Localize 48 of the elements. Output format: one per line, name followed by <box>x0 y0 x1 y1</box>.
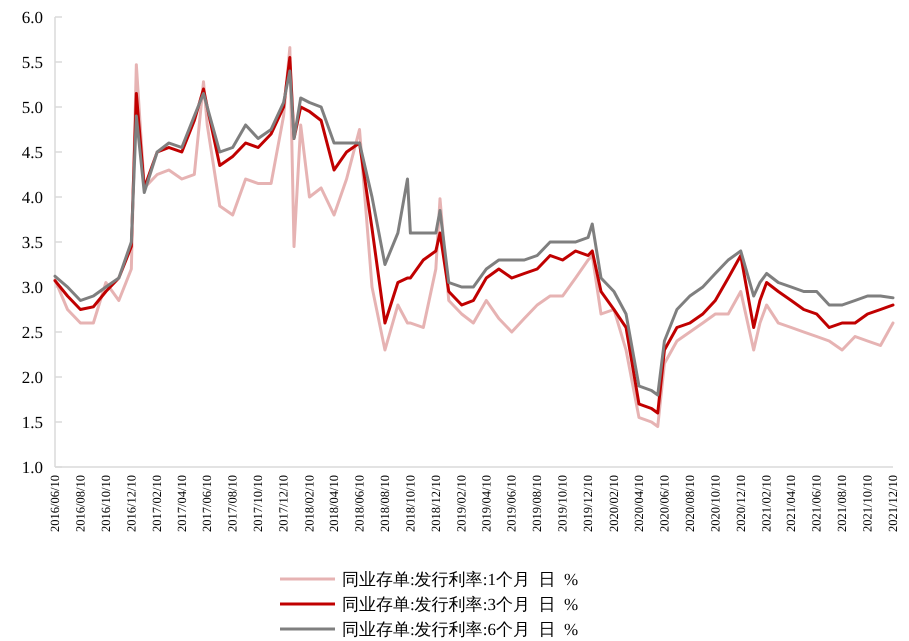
y-tick-label: 5.0 <box>22 98 43 117</box>
x-tick-label: 2020/04/10 <box>632 475 646 532</box>
x-tick-label: 2016/08/10 <box>73 475 88 532</box>
x-tick-label: 2019/06/10 <box>504 475 519 532</box>
x-tick-label: 2021/04/10 <box>784 475 798 532</box>
x-tick-label: 2017/04/10 <box>174 475 189 532</box>
x-tick-label: 2020/10/10 <box>708 475 722 532</box>
x-tick-label: 2016/12/10 <box>124 475 138 532</box>
x-tick-label: 2020/08/10 <box>682 475 697 532</box>
y-tick-label: 3.0 <box>22 278 43 297</box>
x-tick-label: 2020/12/10 <box>734 475 748 532</box>
y-tick-label: 1.0 <box>22 458 43 477</box>
y-tick-label: 5.5 <box>22 53 43 72</box>
y-tick-label: 4.0 <box>22 188 43 207</box>
x-tick-label: 2018/06/10 <box>352 475 366 532</box>
x-tick-label: 2021/02/10 <box>760 475 774 532</box>
x-tick-label: 2021/08/10 <box>835 475 850 532</box>
y-tick-label: 2.0 <box>22 368 43 387</box>
x-tick-label: 2019/02/10 <box>454 475 469 532</box>
x-tick-label: 2017/02/10 <box>150 475 164 532</box>
x-tick-label: 2019/08/10 <box>530 475 544 532</box>
x-tick-label: 2018/08/10 <box>378 475 392 532</box>
x-tick-label: 2020/02/10 <box>606 475 621 532</box>
x-tick-label: 2020/06/10 <box>657 475 672 532</box>
y-tick-label: 4.5 <box>22 143 43 162</box>
x-tick-label: 2016/10/10 <box>98 475 113 532</box>
x-tick-label: 2018/10/10 <box>403 475 418 532</box>
x-tick-label: 2017/08/10 <box>226 475 240 532</box>
x-tick-label: 2021/12/10 <box>886 475 900 532</box>
x-tick-label: 2017/12/10 <box>276 475 291 532</box>
x-tick-label: 2019/12/10 <box>581 475 596 532</box>
x-tick-label: 2016/06/10 <box>48 475 62 532</box>
y-tick-label: 1.5 <box>22 413 43 432</box>
legend-label: 同业存单:发行利率:3个月 日 % <box>342 595 578 614</box>
x-tick-label: 2018/02/10 <box>302 475 316 532</box>
x-tick-label: 2019/10/10 <box>556 475 570 532</box>
y-tick-label: 2.5 <box>22 323 43 342</box>
y-tick-label: 3.5 <box>22 233 43 252</box>
legend-label: 同业存单:发行利率:1个月 日 % <box>342 570 578 589</box>
x-tick-label: 2021/06/10 <box>810 475 824 532</box>
y-tick-label: 6.0 <box>22 8 43 27</box>
legend-label: 同业存单:发行利率:6个月 日 % <box>342 620 578 639</box>
x-tick-label: 2018/12/10 <box>428 475 443 532</box>
x-tick-label: 2017/10/10 <box>251 475 266 532</box>
x-tick-label: 2017/06/10 <box>200 475 214 532</box>
x-tick-label: 2019/04/10 <box>479 475 494 532</box>
x-tick-label: 2021/10/10 <box>860 475 875 532</box>
x-tick-label: 2018/04/10 <box>327 475 342 532</box>
